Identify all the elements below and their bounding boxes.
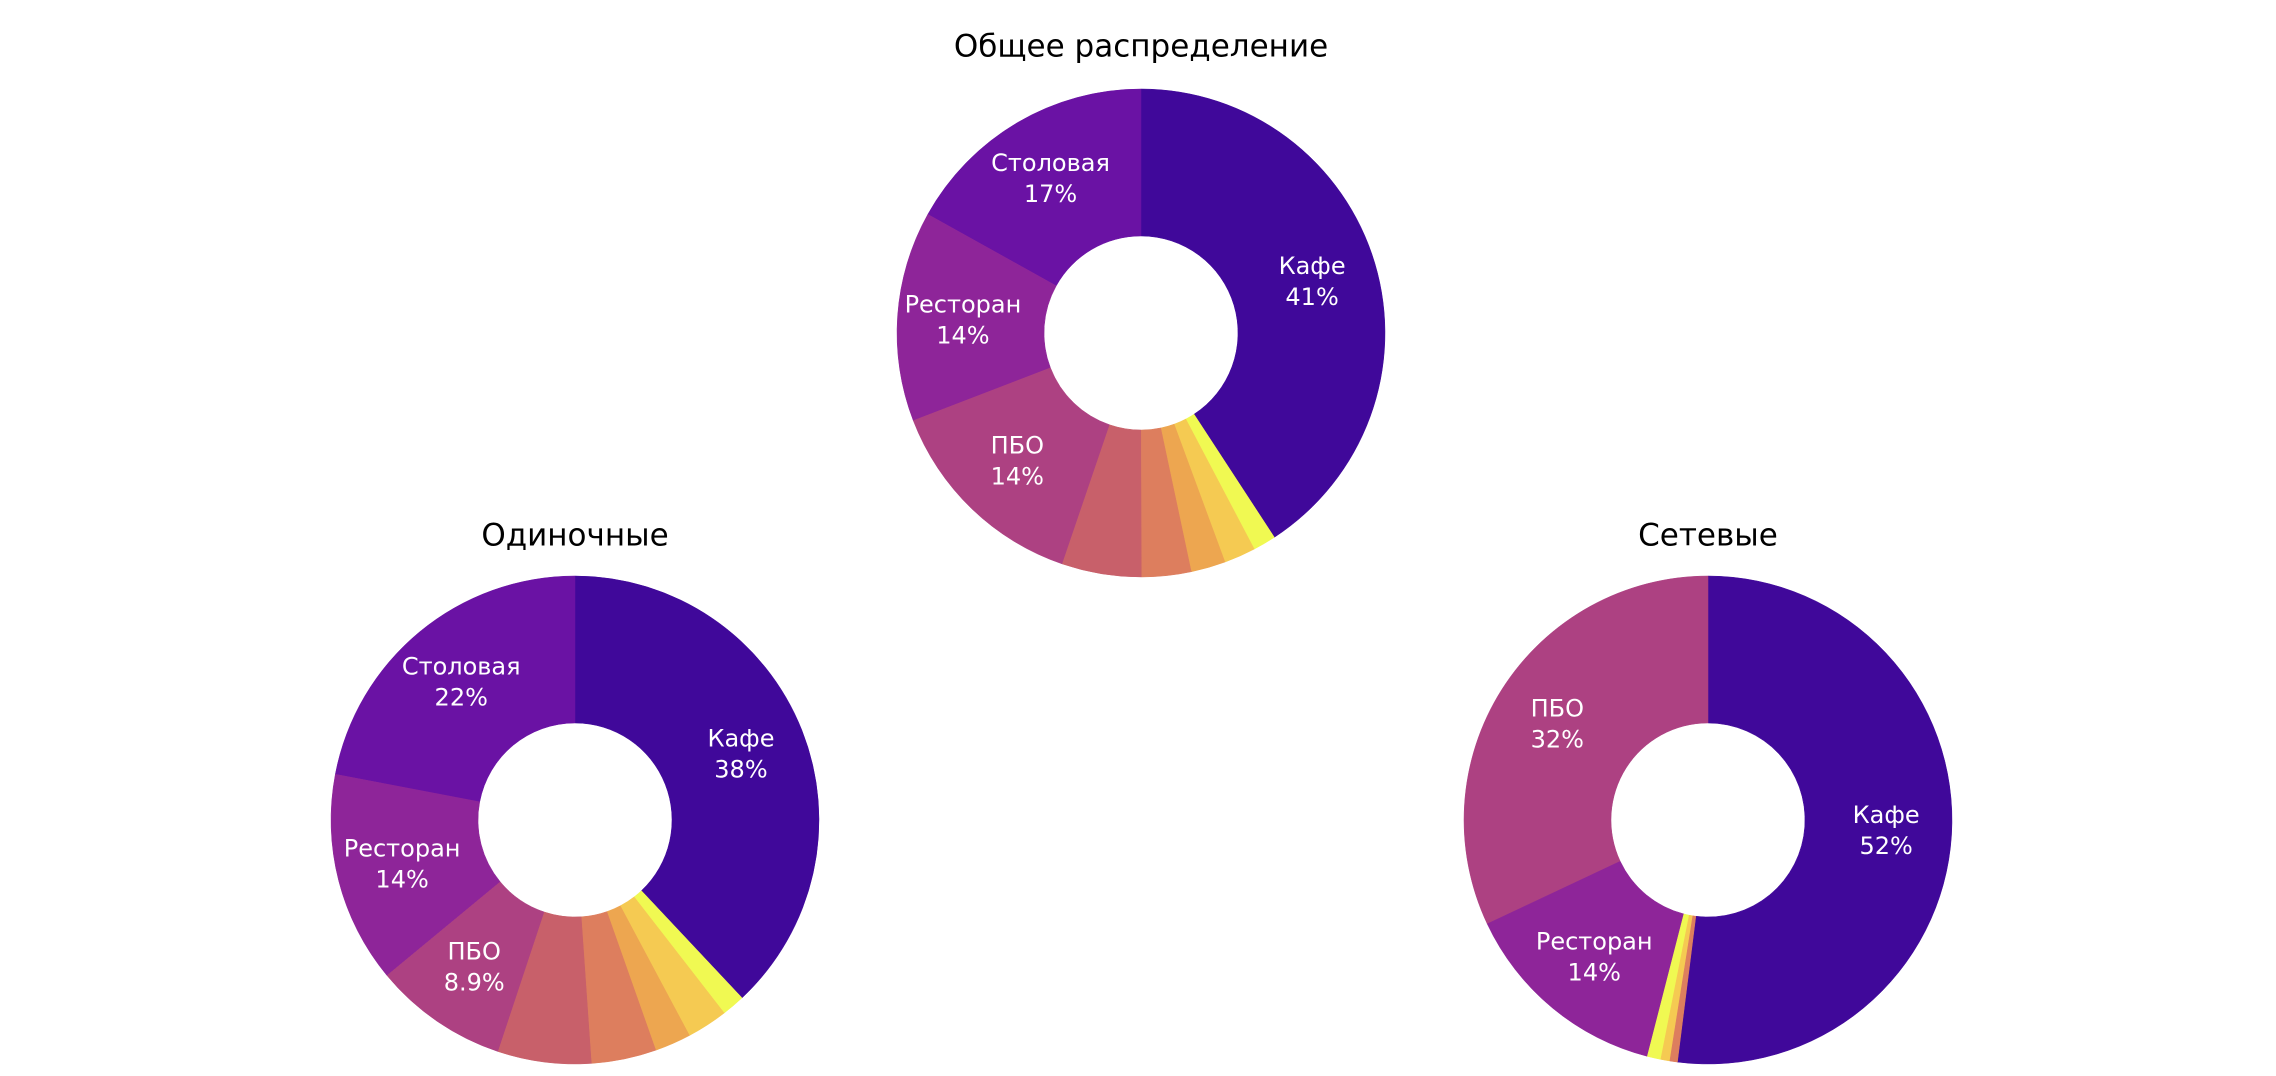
pie-slice — [1140, 88, 1386, 538]
pie-slice — [574, 575, 820, 999]
slice-value: 14% — [991, 463, 1044, 491]
pie-slice — [330, 773, 501, 976]
chart-title: Одиночные — [481, 518, 668, 554]
slice-value: 41% — [1285, 283, 1338, 311]
slice-label: Ресторан — [905, 290, 1022, 318]
pie-slice — [606, 905, 691, 1051]
slice-value: 38% — [714, 755, 767, 783]
pie-slice — [1677, 575, 1953, 1065]
pie-slice — [1647, 913, 1690, 1060]
slice-label: ПБО — [448, 937, 501, 965]
slice-value: 14% — [375, 865, 428, 893]
chart-title: Общее распределение — [954, 29, 1328, 65]
pie-slice — [1463, 575, 1709, 925]
slice-value: 17% — [1024, 180, 1077, 208]
pie-slice — [620, 896, 725, 1036]
slice-label: Кафе — [707, 724, 774, 752]
slice-label: ПБО — [991, 432, 1044, 460]
slice-value: 14% — [1568, 959, 1621, 987]
slice-value: 22% — [435, 683, 488, 711]
pie-slice — [386, 881, 545, 1052]
chart-title: Сетевые — [1638, 518, 1778, 554]
slice-value: 52% — [1859, 832, 1912, 860]
pie-slice — [1669, 915, 1697, 1063]
slice-label: Кафе — [1853, 801, 1920, 829]
pie-slice — [335, 575, 576, 803]
slice-label: Кафе — [1279, 252, 1346, 280]
slice-value: 14% — [936, 321, 989, 349]
pie-slice — [634, 890, 743, 1014]
pie-slice — [896, 213, 1057, 421]
slice-label: Ресторан — [1536, 928, 1653, 956]
slice-label: Столовая — [991, 149, 1110, 177]
pie-slice — [1660, 914, 1694, 1062]
slice-value: 8.9% — [444, 968, 505, 996]
pie-slice — [1185, 413, 1275, 550]
pie-slice — [1062, 424, 1143, 578]
pie-slice — [1174, 418, 1255, 563]
pie-slice — [581, 911, 657, 1064]
pie-slice — [927, 88, 1142, 287]
pie-slice — [912, 367, 1111, 565]
pie-slice — [497, 911, 593, 1065]
slice-value: 32% — [1531, 725, 1584, 753]
pie-slice — [1160, 423, 1226, 572]
slice-label: Ресторан — [344, 834, 461, 862]
slice-label: ПБО — [1531, 694, 1584, 722]
pie-slice — [1486, 860, 1685, 1057]
pie-slice — [1141, 427, 1193, 578]
slice-label: Столовая — [402, 652, 521, 680]
